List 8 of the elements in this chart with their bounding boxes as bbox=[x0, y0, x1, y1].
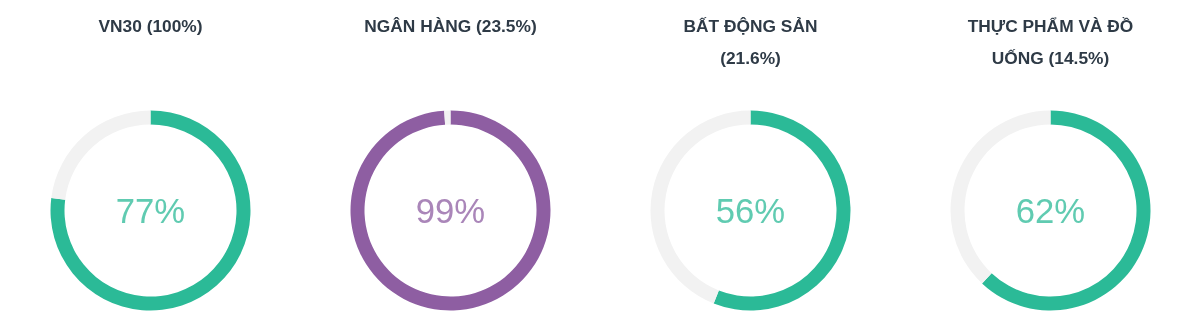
chart-title: NGÂN HÀNG (23.5%) bbox=[364, 15, 537, 36]
data-label: 77% bbox=[115, 191, 186, 230]
chart-title: VN30 (100%) bbox=[98, 15, 203, 36]
chart-title: BẤT ĐỘNG SẢN (21.6%) bbox=[683, 15, 818, 68]
data-label: 99% bbox=[415, 191, 486, 230]
data-label: 62% bbox=[1015, 191, 1086, 230]
chart-title: THỰC PHẨM VÀ ĐỒ UỐNG (14.5%) bbox=[967, 15, 1134, 68]
data-label: 56% bbox=[715, 191, 786, 230]
